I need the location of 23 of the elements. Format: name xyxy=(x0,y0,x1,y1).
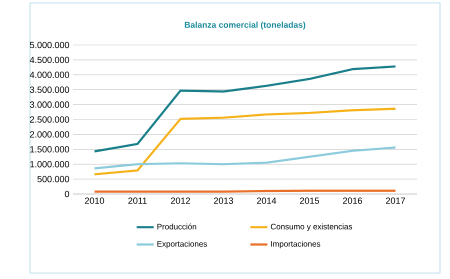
y-tick-label: 2.000.000 xyxy=(30,131,70,138)
y-tick-label: 500.000 xyxy=(37,176,70,182)
chart-title: Balanza comercial (toneladas) xyxy=(184,22,306,30)
x-tick-label: 2016 xyxy=(342,198,362,204)
line-series xyxy=(93,65,397,152)
y-tick-label: 5.000.000 xyxy=(30,42,70,48)
y-tick-label: 4.500.000 xyxy=(30,56,70,64)
line-series xyxy=(93,108,397,176)
x-tick-label: 2014 xyxy=(256,198,276,204)
y-tick-label: 2.500.000 xyxy=(30,116,70,123)
y-tick-label: 3.500.000 xyxy=(30,86,70,93)
x-tick-label: 2015 xyxy=(300,198,320,204)
y-tick-label: 1.000.000 xyxy=(30,161,70,168)
y-tick-label: 3.000.000 xyxy=(30,101,70,108)
x-tick-label: 2011 xyxy=(128,198,147,204)
y-tick-label: 1.500.000 xyxy=(30,146,70,152)
x-tick-label: 2013 xyxy=(214,198,234,204)
x-tick-label: 2012 xyxy=(170,198,190,204)
y-tick-label: 4.000.000 xyxy=(30,72,70,78)
y-tick-label: 0 xyxy=(64,190,70,198)
line-series xyxy=(93,146,397,170)
x-tick-label: 2017 xyxy=(386,198,406,204)
x-tick-label: 2010 xyxy=(84,198,104,204)
